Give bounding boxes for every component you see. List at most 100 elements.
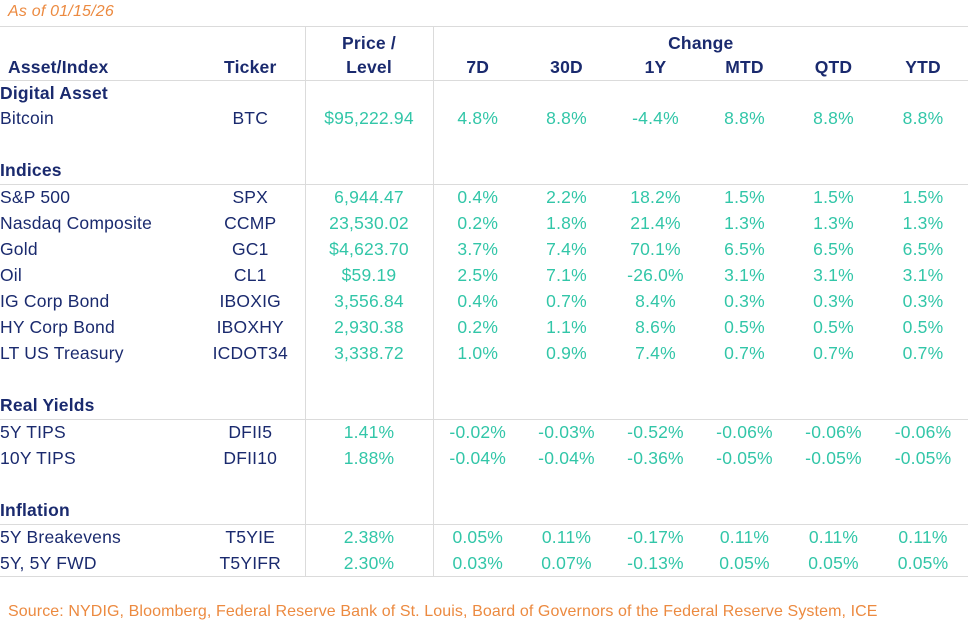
change-mtd: -0.05% — [716, 448, 773, 468]
empty-cell — [700, 157, 789, 185]
change-ytd: 6.5% — [902, 239, 944, 259]
asset-name: Oil — [0, 265, 22, 285]
change-qtd: 6.5% — [813, 239, 854, 259]
empty-cell — [304, 131, 434, 158]
empty-cell — [789, 472, 878, 498]
empty-cell — [611, 497, 700, 525]
empty-cell — [700, 392, 789, 420]
change-7d: 2.5% — [457, 265, 499, 285]
change-mtd: 0.7% — [724, 343, 765, 363]
empty-cell — [196, 472, 305, 498]
change-1y: 8.6% — [635, 317, 676, 337]
header-period-qtd: QTD — [789, 54, 878, 81]
header-period-ytd: YTD — [878, 54, 968, 81]
change-7d: 3.7% — [457, 239, 499, 259]
asset-name: IG Corp Bond — [0, 291, 110, 311]
price-level: 1.41% — [304, 419, 434, 446]
header-change: Change — [668, 32, 734, 53]
ticker: IBOXHY — [216, 317, 284, 337]
ticker: T5YIFR — [219, 552, 281, 573]
price-level: $59.19 — [304, 262, 434, 289]
table-row: Bitcoin BTC $95,222.94 4.8% 8.8% -4.4% 8.8% 8.8… — [0, 105, 968, 132]
change-1y: -4.4% — [632, 108, 679, 128]
empty-cell — [196, 392, 305, 420]
empty-cell — [304, 392, 434, 420]
change-qtd: 8.8% — [813, 108, 854, 128]
change-7d: 0.05% — [452, 527, 504, 548]
price-level: 6,944.47 — [304, 184, 434, 211]
header-row-columns: Asset/Index Ticker Level 7D 30D 1Y MTD Q… — [0, 54, 968, 81]
empty-cell — [196, 132, 305, 158]
empty-cell — [522, 157, 611, 185]
table-row: HY Corp Bond IBOXHY 2,930.38 0.2% 1.1% 8.6% 0.… — [0, 314, 968, 341]
table-row: Oil CL1 $59.19 2.5% 7.1% -26.0% 3.1% 3.1% 3.1% — [0, 262, 968, 289]
ticker: T5YIE — [225, 527, 276, 548]
change-ytd: 3.1% — [902, 265, 944, 285]
empty-cell — [433, 497, 522, 525]
empty-cell — [433, 367, 522, 393]
table-row: 5Y, 5Y FWD T5YIFR 2.30% 0.03% 0.07% -0.13% 0.0… — [0, 550, 968, 577]
empty-cell — [700, 81, 789, 106]
price-level: $95,222.94 — [304, 105, 434, 132]
change-30d: 7.4% — [546, 239, 587, 259]
empty-cell — [700, 367, 789, 393]
section-row: Real Yields — [0, 392, 968, 420]
change-mtd: 6.5% — [724, 239, 765, 259]
ticker: CL1 — [233, 265, 267, 285]
change-ytd: 1.5% — [902, 187, 944, 208]
header-ticker: Ticker — [196, 54, 305, 81]
header-period-1y: 1Y — [611, 54, 700, 81]
section-label: Indices — [0, 157, 196, 185]
change-1y: 8.4% — [635, 291, 676, 311]
header-row-top: Price / Change — [0, 26, 968, 55]
change-30d: 0.7% — [546, 291, 587, 311]
table-header: Price / Change Asset/Index Ticker Level … — [0, 26, 968, 81]
asset-name: 5Y Breakevens — [0, 527, 121, 548]
empty-cell — [611, 81, 700, 106]
change-ytd: 1.3% — [902, 213, 944, 233]
change-30d: -0.04% — [538, 448, 595, 468]
header-empty-ticker — [196, 27, 305, 55]
empty-cell — [433, 392, 522, 420]
ticker: BTC — [232, 108, 269, 128]
change-qtd: 0.5% — [813, 317, 854, 337]
change-1y: -0.36% — [627, 448, 684, 468]
empty-cell — [878, 472, 968, 498]
change-30d: -0.03% — [538, 422, 595, 443]
header-period-7d: 7D — [433, 54, 522, 81]
table-row: Nasdaq Composite CCMP 23,530.02 0.2% 1.8% 21.… — [0, 210, 968, 237]
spacer — [0, 472, 196, 498]
empty-cell — [304, 497, 434, 525]
ticker: GC1 — [231, 239, 269, 259]
header-period-mtd: MTD — [700, 54, 789, 81]
section-label: Digital Asset — [0, 82, 108, 103]
change-qtd: -0.06% — [805, 422, 862, 443]
change-qtd: 3.1% — [813, 265, 854, 285]
ticker: DFII5 — [228, 422, 273, 443]
change-30d: 7.1% — [546, 265, 587, 285]
empty-cell — [878, 392, 968, 420]
change-ytd: 0.5% — [902, 317, 944, 337]
header-empty-asset — [0, 27, 196, 55]
price-level: 2.38% — [304, 524, 434, 551]
empty-cell — [522, 367, 611, 393]
empty-cell — [700, 472, 789, 498]
section-label: Inflation — [0, 497, 196, 525]
ticker: IBOXIG — [219, 291, 281, 311]
ticker: ICDOT34 — [212, 343, 288, 363]
change-qtd: 0.7% — [813, 343, 854, 363]
change-mtd: 1.5% — [724, 187, 765, 208]
asset-name: 5Y TIPS — [0, 422, 66, 443]
change-ytd: 0.11% — [898, 527, 948, 548]
change-qtd: -0.05% — [805, 448, 862, 468]
header-price-line2: Level — [304, 54, 434, 81]
empty-cell — [522, 132, 611, 158]
change-30d: 2.2% — [546, 187, 587, 208]
empty-cell — [522, 472, 611, 498]
change-7d: 4.8% — [457, 108, 499, 128]
change-ytd: 0.05% — [897, 552, 949, 573]
empty-cell — [522, 497, 611, 525]
change-1y: 18.2% — [630, 187, 681, 208]
change-30d: 0.9% — [546, 343, 587, 363]
asset-name: HY Corp Bond — [0, 317, 115, 337]
